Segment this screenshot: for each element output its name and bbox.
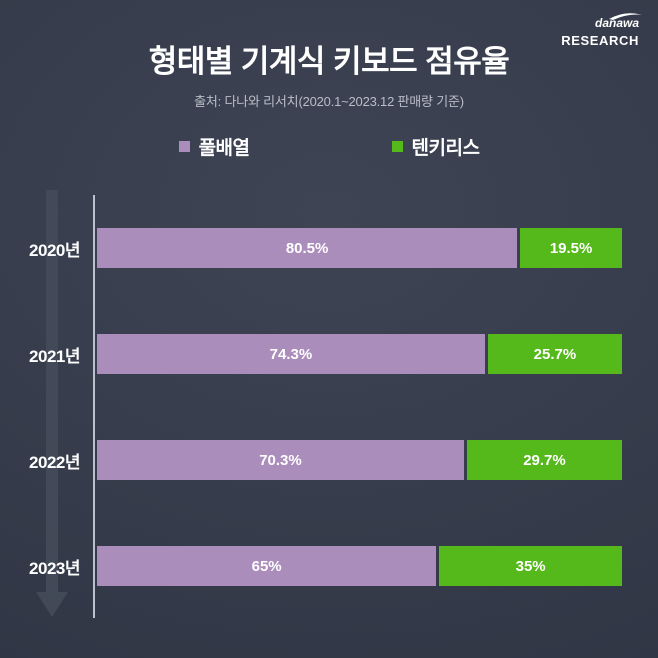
category-label: 2022년 — [29, 452, 80, 472]
bar-segment-텐키리스: 25.7% — [487, 334, 622, 374]
stacked-bar: 74.3% 25.7% — [97, 334, 622, 374]
segment-value-label: 80.5% — [285, 239, 329, 257]
down-arrow-icon — [36, 592, 68, 617]
legend-item-tenkeyless: 텐키리스 — [391, 133, 480, 160]
category-label: 2021년 — [29, 346, 80, 366]
legend-swatch-purple — [178, 141, 190, 152]
page-title: 형태별 기계식 키보드 점유율 — [148, 44, 510, 79]
bar-segment-풀배열: 70.3% — [97, 440, 464, 480]
bar-segment-풀배열: 80.5% — [97, 228, 518, 268]
source-note: 출처: 다나와 리서치(2020.1~2023.12 판매량 기준) — [194, 94, 464, 109]
danawa-research-logo: danawa RESEARCH — [561, 13, 642, 48]
bar-segment-텐키리스: 35% — [439, 546, 622, 586]
bar-row-2020: 2020년 80.5% 19.5% — [0, 228, 658, 268]
segment-value-label: 74.3% — [269, 345, 313, 363]
research-wordmark: RESEARCH — [561, 33, 639, 48]
stacked-bar: 70.3% 29.7% — [97, 440, 622, 480]
category-label: 2023년 — [29, 558, 80, 578]
bar-row-2023: 2023년 65% 35% — [0, 546, 658, 586]
legend-swatch-green — [391, 141, 403, 152]
timeline-arrow-shaft — [46, 190, 58, 592]
bar-segment-풀배열: 65% — [97, 546, 437, 586]
segment-value-label: 35% — [515, 557, 546, 575]
bar-segment-텐키리스: 19.5% — [520, 228, 622, 268]
header: 형태별 기계식 키보드 점유율 출처: 다나와 리서치(2020.1~2023.… — [0, 0, 658, 110]
chart-legend: 풀배열 텐키리스 — [0, 133, 658, 160]
segment-value-label: 70.3% — [259, 451, 302, 469]
legend-item-full-layout: 풀배열 — [178, 133, 250, 160]
danawa-brand-text: danawa — [594, 16, 639, 30]
stacked-bar: 65% 35% — [97, 546, 622, 586]
category-label: 2020년 — [29, 240, 80, 260]
swoosh-icon — [609, 13, 642, 20]
segment-value-label: 19.5% — [549, 239, 593, 257]
legend-label: 풀배열 — [198, 138, 250, 159]
segment-value-label: 29.7% — [523, 451, 566, 469]
segment-value-label: 65% — [251, 557, 282, 575]
bar-segment-풀배열: 74.3% — [97, 334, 485, 374]
danawa-wordmark: danawa — [594, 13, 642, 30]
y-axis-line — [93, 195, 95, 618]
bar-row-2021: 2021년 74.3% 25.7% — [0, 334, 658, 374]
legend-label: 텐키리스 — [411, 138, 480, 159]
bar-segment-텐키리스: 29.7% — [466, 440, 622, 480]
stacked-bar: 80.5% 19.5% — [97, 228, 622, 268]
segment-value-label: 25.7% — [533, 345, 577, 363]
bar-row-2022: 2022년 70.3% 29.7% — [0, 440, 658, 480]
